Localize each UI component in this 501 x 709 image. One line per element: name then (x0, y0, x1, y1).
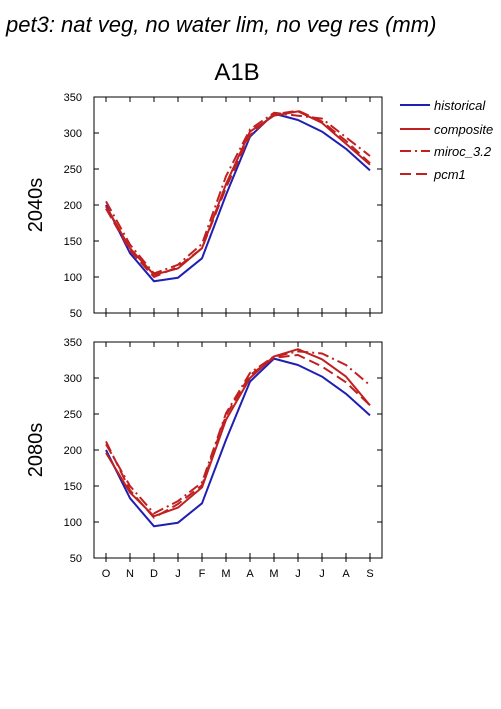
y-tick-label: 100 (64, 272, 82, 284)
y-tick-label: 300 (64, 128, 82, 140)
plot-area-2040s: 50 100 150 200 250 300 350 (64, 92, 383, 320)
series-line-historical (105, 112, 371, 283)
y-tick-label: 150 (64, 481, 82, 493)
y-tick-label: 200 (64, 200, 82, 212)
row-label-2040s: 2040s (25, 178, 47, 233)
y-tick-label: 200 (64, 445, 82, 457)
x-tick-label: M (221, 568, 230, 580)
x-tick-label: J (175, 568, 181, 580)
x-tick-label: A (342, 568, 350, 580)
y-tick-label: 150 (64, 236, 82, 248)
figure-title: pet3: nat veg, no water lim, no veg res … (5, 12, 436, 37)
x-tick-label: J (319, 568, 325, 580)
series-line-historical (105, 357, 371, 528)
y-tick-label: 50 (70, 308, 82, 320)
legend-item-pcm1: pcm1 (400, 167, 466, 182)
x-tick-label: O (102, 568, 111, 580)
legend-label-miroc: miroc_3.2 (434, 144, 492, 159)
panel-2080s: 2080s 50 100 150 200 250 300 350 O N D J F M A M J J A S (25, 337, 383, 580)
y-tick-label: 100 (64, 517, 82, 529)
x-tick-label: D (150, 568, 158, 580)
y-tick-label: 250 (64, 164, 82, 176)
x-tick-label: M (269, 568, 278, 580)
series-line-miroc-3-2 (105, 111, 371, 275)
x-tick-label: F (199, 568, 206, 580)
x-tick-label: S (366, 568, 373, 580)
plot-frame (93, 96, 383, 314)
legend-label-composite: composite (434, 122, 493, 137)
series-line-composite (105, 348, 371, 518)
series-line-miroc-3-2 (105, 350, 371, 515)
row-label-2080s: 2080s (25, 423, 47, 478)
y-tick-label: 350 (64, 92, 82, 104)
y-tick-label: 250 (64, 409, 82, 421)
x-tick-label: A (246, 568, 254, 580)
scenario-title: A1B (214, 59, 259, 86)
series-line-composite (105, 110, 371, 276)
y-tick-label: 350 (64, 337, 82, 349)
x-tick-label: N (126, 568, 134, 580)
legend: historical composite miroc_3.2 pcm1 (400, 98, 493, 182)
x-tick-label: J (295, 568, 301, 580)
y-tick-label: 50 (70, 553, 82, 565)
legend-item-historical: historical (400, 98, 486, 113)
plot-area-2080s: 50 100 150 200 250 300 350 O N D J F M A M J J A S (64, 337, 383, 580)
plot-frame (93, 341, 383, 559)
series-line-pcm1 (105, 354, 371, 519)
legend-item-composite: composite (400, 122, 493, 137)
series-line-pcm1 (105, 109, 371, 278)
legend-item-miroc: miroc_3.2 (400, 144, 492, 159)
legend-label-pcm1: pcm1 (433, 167, 466, 182)
y-tick-label: 300 (64, 373, 82, 385)
legend-label-historical: historical (434, 98, 486, 113)
panel-2040s: 2040s 50 100 150 200 250 300 350 (25, 92, 383, 320)
